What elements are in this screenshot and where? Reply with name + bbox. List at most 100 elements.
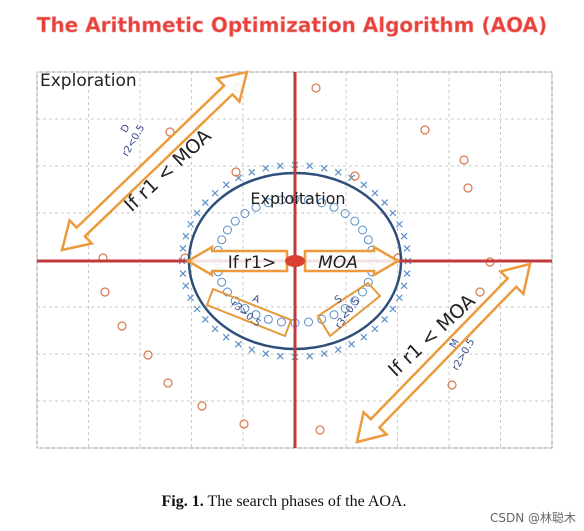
agent xyxy=(340,303,350,313)
agent xyxy=(371,189,379,197)
agent xyxy=(459,155,469,165)
agent xyxy=(475,287,485,297)
watermark: CSDN @林聪木 xyxy=(490,511,576,525)
caption: Fig. 1. The search phases of the AOA. xyxy=(162,493,407,510)
agent xyxy=(235,340,242,348)
agent xyxy=(389,305,397,313)
agent xyxy=(193,209,201,217)
agent xyxy=(334,168,342,176)
agent xyxy=(222,287,232,297)
best-solution xyxy=(285,255,305,267)
agent xyxy=(193,305,201,313)
agent xyxy=(381,316,389,323)
title: The Arithmetic Optimization Algorithm (A… xyxy=(37,13,547,37)
agent xyxy=(197,401,207,411)
agent xyxy=(304,195,314,205)
agent xyxy=(262,164,270,172)
exploitation-label: Exploitation xyxy=(250,189,345,208)
agent xyxy=(395,294,403,302)
agent xyxy=(230,216,240,226)
agent xyxy=(358,225,368,235)
agent xyxy=(179,270,187,277)
agent xyxy=(320,350,328,358)
agent xyxy=(403,270,411,277)
agent xyxy=(248,168,256,176)
arrow xyxy=(303,244,401,278)
agent xyxy=(251,202,261,212)
agent xyxy=(217,277,227,287)
agent xyxy=(201,199,209,206)
agent xyxy=(360,333,368,341)
agent xyxy=(182,232,190,240)
agent xyxy=(350,171,360,181)
agent xyxy=(276,162,284,170)
agent xyxy=(400,282,408,290)
agent xyxy=(348,340,355,348)
agent xyxy=(403,245,411,252)
agent xyxy=(363,277,373,287)
condition: MOA xyxy=(318,253,358,273)
agent xyxy=(317,198,327,208)
agent xyxy=(263,314,273,324)
agent xyxy=(240,209,250,219)
agent xyxy=(320,164,328,172)
arrow xyxy=(355,262,532,444)
exploration-label: Exploration xyxy=(40,71,137,91)
agent xyxy=(381,199,389,206)
agent xyxy=(463,183,473,193)
agent xyxy=(187,220,195,228)
agent xyxy=(306,162,314,170)
operator: S xyxy=(333,294,345,307)
agent xyxy=(329,202,339,212)
agent xyxy=(240,303,250,313)
agent xyxy=(100,287,110,297)
agent xyxy=(395,220,403,228)
agent xyxy=(276,195,286,205)
agent xyxy=(217,235,227,245)
agent xyxy=(371,325,379,333)
agent xyxy=(340,209,350,219)
operator-box xyxy=(316,281,382,338)
agent xyxy=(400,232,408,240)
agent xyxy=(420,125,430,135)
agent xyxy=(201,316,209,323)
agent xyxy=(350,296,360,306)
agent xyxy=(251,310,261,320)
agent xyxy=(360,181,368,189)
agent xyxy=(163,378,173,388)
agent xyxy=(143,350,153,360)
agent xyxy=(304,317,314,327)
arrow xyxy=(60,70,249,252)
agent xyxy=(358,287,368,297)
agent xyxy=(222,225,232,235)
search-agents xyxy=(98,83,495,435)
agent xyxy=(306,352,314,360)
operator: A xyxy=(251,293,262,306)
agent xyxy=(117,321,127,331)
agent xyxy=(182,282,190,290)
agent xyxy=(329,310,339,320)
agent xyxy=(248,346,256,354)
agent xyxy=(179,245,187,252)
agent xyxy=(211,325,219,333)
agent xyxy=(211,189,219,197)
agent xyxy=(239,419,249,429)
condition: If r1> xyxy=(228,253,276,273)
agent xyxy=(363,235,373,245)
agent xyxy=(315,425,325,435)
agent xyxy=(276,352,284,360)
agent xyxy=(334,346,342,354)
agent xyxy=(350,216,360,226)
agent xyxy=(263,198,273,208)
arrow xyxy=(185,244,289,278)
agent xyxy=(276,317,286,327)
caption-text: The search phases of the AOA. xyxy=(207,493,406,510)
agent xyxy=(447,380,457,390)
arrows xyxy=(60,70,532,444)
agent xyxy=(389,209,397,217)
operator-box xyxy=(205,287,293,338)
agent xyxy=(311,83,321,93)
agent xyxy=(231,167,241,177)
caption-label: Fig. 1. xyxy=(162,493,204,510)
